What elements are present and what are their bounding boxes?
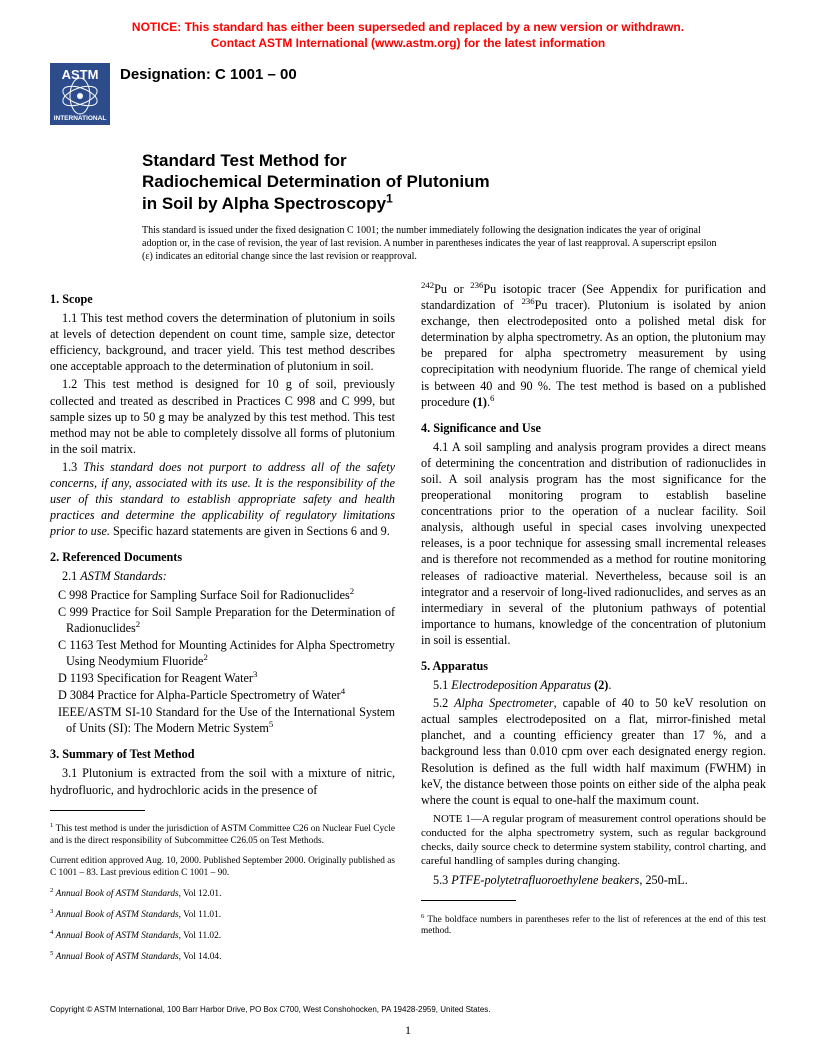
para-5-1: 5.1 Electrodeposition Apparatus (2). bbox=[421, 677, 766, 693]
title-line1: Standard Test Method for bbox=[142, 151, 347, 170]
footnote-3: 3 Annual Book of ASTM Standards, Vol 11.… bbox=[50, 910, 395, 922]
column-right: 242Pu or 236Pu isotopic tracer (See Appe… bbox=[421, 281, 766, 973]
header-row: ASTM INTERNATIONAL Designation: C 1001 –… bbox=[50, 61, 766, 125]
note-1: NOTE 1—A regular program of measurement … bbox=[421, 812, 766, 868]
para-3-1: 3.1 Plutonium is extracted from the soil… bbox=[50, 765, 395, 797]
footnote-1b: Current edition approved Aug. 10, 2000. … bbox=[50, 856, 395, 879]
body-columns: 1. Scope 1.1 This test method covers the… bbox=[50, 281, 766, 973]
para-2-1: 2.1 ASTM Standards: bbox=[50, 568, 395, 584]
footnote-6: 6 The boldface numbers in parentheses re… bbox=[421, 915, 766, 938]
page-number: 1 bbox=[0, 1023, 816, 1038]
footnote-4: 4 Annual Book of ASTM Standards, Vol 11.… bbox=[50, 931, 395, 943]
footnote-rule-right bbox=[421, 900, 516, 905]
title-line3: in Soil by Alpha Spectroscopy bbox=[142, 194, 386, 213]
page: NOTICE: This standard has either been su… bbox=[0, 0, 816, 1056]
astm-logo: ASTM INTERNATIONAL bbox=[50, 63, 110, 125]
ref-d3084: D 3084 Practice for Alpha-Particle Spect… bbox=[66, 687, 395, 703]
section-1-head: 1. Scope bbox=[50, 291, 395, 307]
footnote-rule-left bbox=[50, 810, 145, 815]
para-1-3: 1.3 This standard does not purport to ad… bbox=[50, 459, 395, 539]
footnotes-right: 6 The boldface numbers in parentheses re… bbox=[421, 915, 766, 938]
title-block: Standard Test Method for Radiochemical D… bbox=[142, 150, 766, 214]
ref-c999: C 999 Practice for Soil Sample Preparati… bbox=[66, 604, 395, 636]
copyright: Copyright © ASTM International, 100 Barr… bbox=[50, 1005, 766, 1014]
designation: Designation: C 1001 – 00 bbox=[120, 66, 297, 83]
title: Standard Test Method for Radiochemical D… bbox=[142, 150, 766, 214]
para-4-1: 4.1 A soil sampling and analysis program… bbox=[421, 439, 766, 648]
section-3-head: 3. Summary of Test Method bbox=[50, 746, 395, 762]
ref-si10: IEEE/ASTM SI-10 Standard for the Use of … bbox=[66, 704, 395, 736]
footnote-1: 1 This test method is under the jurisdic… bbox=[50, 824, 395, 847]
ref-c1163: C 1163 Test Method for Mounting Actinide… bbox=[66, 637, 395, 669]
svg-text:ASTM: ASTM bbox=[62, 67, 99, 82]
para-1-2: 1.2 This test method is designed for 10 … bbox=[50, 376, 395, 456]
footnote-2: 2 Annual Book of ASTM Standards, Vol 12.… bbox=[50, 889, 395, 901]
svg-text:INTERNATIONAL: INTERNATIONAL bbox=[54, 115, 107, 122]
section-2-head: 2. Referenced Documents bbox=[50, 549, 395, 565]
para-5-3: 5.3 PTFE-polytetrafluoroethylene beakers… bbox=[421, 872, 766, 888]
section-4-head: 4. Significance and Use bbox=[421, 420, 766, 436]
column-left: 1. Scope 1.1 This test method covers the… bbox=[50, 281, 395, 973]
title-sup: 1 bbox=[386, 191, 393, 205]
notice-line1: NOTICE: This standard has either been su… bbox=[132, 20, 684, 34]
section-5-head: 5. Apparatus bbox=[421, 658, 766, 674]
para-1-1: 1.1 This test method covers the determin… bbox=[50, 310, 395, 374]
para-3-1-cont: 242Pu or 236Pu isotopic tracer (See Appe… bbox=[421, 281, 766, 410]
ref-c998: C 998 Practice for Sampling Surface Soil… bbox=[66, 587, 395, 603]
para-5-2: 5.2 Alpha Spectrometer, capable of 40 to… bbox=[421, 695, 766, 808]
footnotes-left: 1 This test method is under the jurisdic… bbox=[50, 824, 395, 963]
notice-line2: Contact ASTM International (www.astm.org… bbox=[211, 36, 605, 50]
footnote-5: 5 Annual Book of ASTM Standards, Vol 14.… bbox=[50, 952, 395, 964]
title-line2: Radiochemical Determination of Plutonium bbox=[142, 172, 490, 191]
notice-banner: NOTICE: This standard has either been su… bbox=[50, 20, 766, 51]
ref-d1193: D 1193 Specification for Reagent Water3 bbox=[66, 670, 395, 686]
issuance-note: This standard is issued under the fixed … bbox=[142, 224, 766, 263]
